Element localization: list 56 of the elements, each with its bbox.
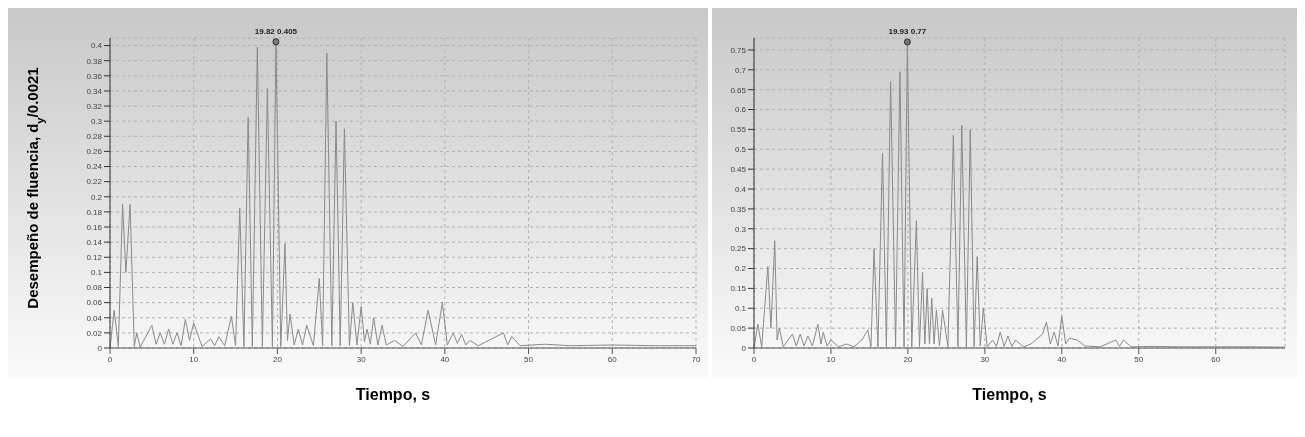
- x-axis-title: Tiempo, s: [354, 386, 432, 404]
- y-tick-label: 0.05: [730, 323, 747, 333]
- y-tick-label: 0.6: [734, 105, 747, 115]
- y-tick-label: 0.7: [734, 65, 747, 75]
- x-tick-label: 70: [691, 354, 701, 364]
- y-tick-label: 0.14: [86, 237, 103, 247]
- y-tick-label: 0.2: [734, 264, 747, 274]
- y-tick-label: 0.35: [730, 204, 747, 214]
- y-tick-label: 0.75: [730, 45, 747, 55]
- y-tick-label: 0.4: [90, 41, 103, 51]
- y-tick-label: 0.1: [734, 304, 747, 314]
- y-tick-label: 0.2: [90, 192, 103, 202]
- x-axis-title: Tiempo, s: [971, 386, 1048, 404]
- x-tick-label: 0: [751, 354, 757, 364]
- y-tick-label: 0: [97, 343, 103, 353]
- y-tick-label: 0.45: [730, 164, 747, 174]
- x-tick-label: 10: [826, 354, 836, 364]
- y-tick-label: 0: [741, 343, 747, 353]
- y-tick-label: 0.18: [86, 207, 103, 217]
- x-tick-label: 30: [356, 354, 367, 364]
- y-tick-label: 0.26: [86, 147, 103, 157]
- y-tick-label: 0.06: [86, 298, 103, 308]
- y-tick-label: 0.22: [86, 177, 103, 187]
- y-tick-label: 0.36: [86, 71, 103, 81]
- x-tick-label: 0: [107, 354, 113, 364]
- y-tick-label: 0.12: [86, 253, 103, 263]
- y-tick-label: 0.25: [730, 244, 747, 254]
- annotation: 19.82 0.405: [254, 26, 298, 36]
- y-tick-label: 0.38: [86, 56, 103, 66]
- y-tick-label: 0.3: [734, 224, 747, 234]
- y-tick-label: 0.32: [86, 101, 103, 111]
- x-tick-label: 60: [607, 354, 618, 364]
- y-tick-label: 0.4: [734, 184, 747, 194]
- y-tick-label: 0.65: [730, 85, 747, 95]
- y-tick-label: 0.5: [734, 145, 747, 155]
- y-tick-label: 0.1: [90, 268, 103, 278]
- y-tick-label: 0.15: [730, 284, 747, 294]
- x-tick-label: 30: [980, 354, 990, 364]
- x-tick-label: 40: [1057, 354, 1067, 364]
- x-tick-label: 20: [903, 354, 913, 364]
- y-tick-label: 0.16: [86, 222, 103, 232]
- x-tick-label: 20: [272, 354, 283, 364]
- y-tick-label: 0.34: [86, 86, 103, 96]
- annotation: 19.93 0.77: [888, 26, 927, 36]
- x-tick-label: 10: [189, 354, 199, 364]
- x-tick-label: 50: [524, 354, 534, 364]
- x-tick-label: 50: [1134, 354, 1144, 364]
- y-tick-label: 0.28: [86, 132, 103, 142]
- x-tick-label: 60: [1211, 354, 1221, 364]
- y-tick-label: 0.3: [90, 117, 103, 127]
- y-tick-label: 0.02: [86, 328, 103, 338]
- x-tick-label: 40: [440, 354, 450, 364]
- y-tick-label: 0.04: [86, 313, 103, 323]
- y-tick-label: 0.08: [86, 283, 103, 293]
- y-tick-label: 0.24: [86, 162, 103, 172]
- y-tick-label: 0.55: [730, 125, 747, 135]
